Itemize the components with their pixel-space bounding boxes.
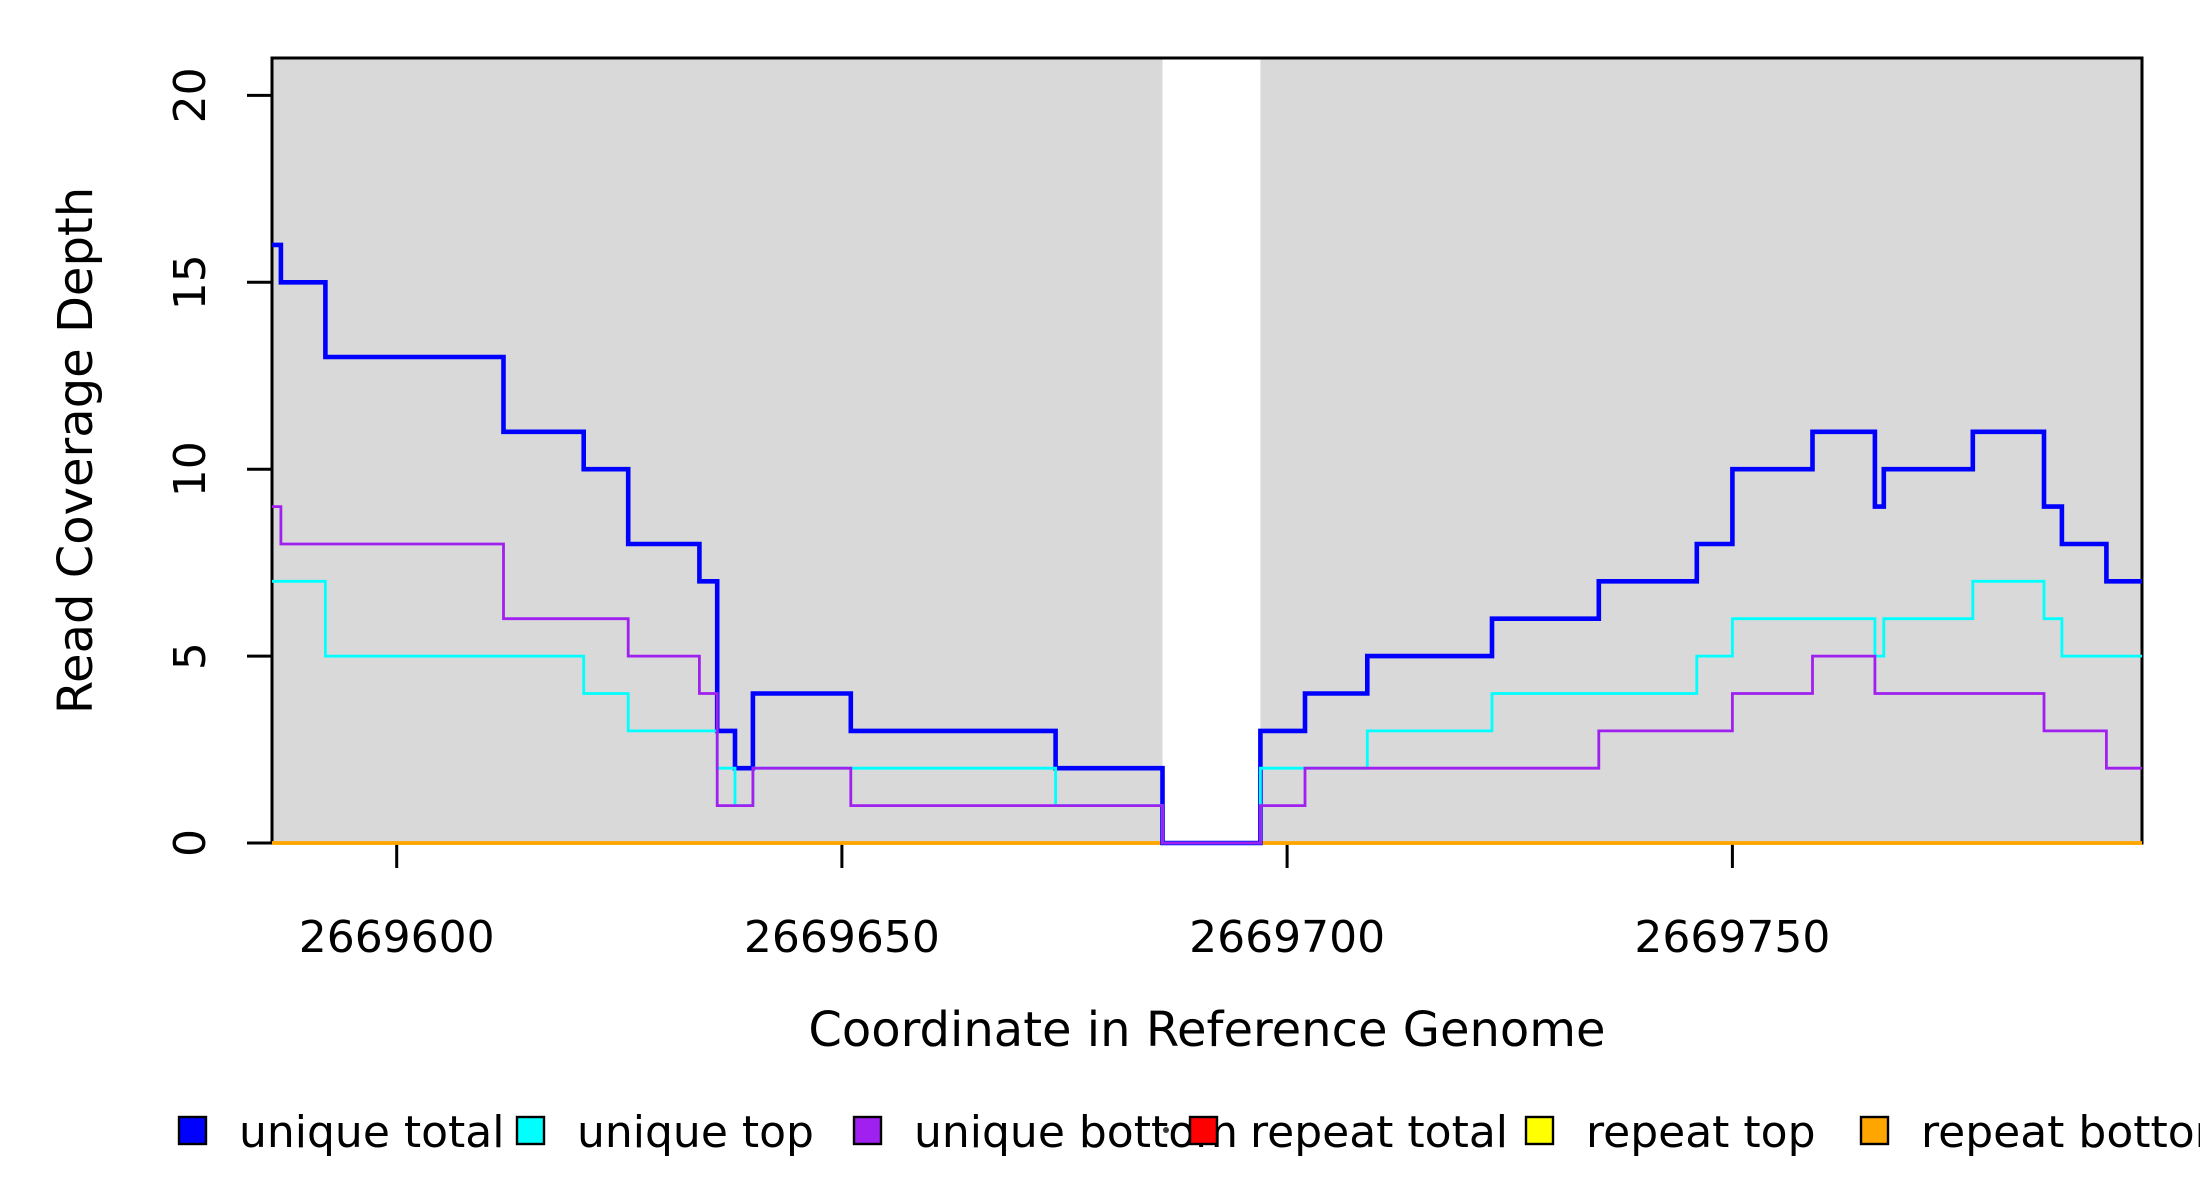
x-tick-label-1: 2669650 [744,912,940,963]
y-tick-label-1: 5 [165,642,216,670]
series-line-unique-bottom [272,505,2142,845]
series-line-unique-total [272,242,2142,846]
shaded-region-1 [1260,58,2142,843]
legend-item-repeat-total: repeat total [1188,1107,1508,1158]
legend-label-unique-top: unique top [577,1107,814,1158]
y-tick-label-0: 0 [165,829,216,857]
legend-swatch-repeat-bottom [1859,1115,1890,1146]
legend-label-unique-bottom: unique bottom [914,1107,1238,1158]
x-tick-label-0: 2669600 [299,912,495,963]
y-tick-label-3: 15 [165,254,216,310]
legend-swatch-repeat-total [1188,1115,1219,1146]
legend-item-unique-top: unique top [515,1107,814,1158]
legend-item-repeat-top: repeat top [1524,1107,1816,1158]
legend-item-repeat-bottom: repeat bottom [1859,1107,2200,1158]
legend-item-unique-total: unique total [177,1107,504,1158]
y-tick-label-4: 20 [165,67,216,123]
legend-label-repeat-top: repeat top [1586,1107,1816,1158]
legend-item-unique-bottom: unique bottom [852,1107,1238,1158]
legend-label-repeat-bottom: repeat bottom [1921,1107,2200,1158]
legend-swatch-unique-bottom [852,1115,883,1146]
x-tick-label-3: 2669750 [1634,912,1830,963]
legend-label-repeat-total: repeat total [1250,1107,1508,1158]
y-axis-title: Read Coverage Depth [48,187,104,714]
legend-swatch-repeat-top [1524,1115,1555,1146]
legend-swatch-unique-top [515,1115,546,1146]
legend-label-unique-total: unique total [239,1107,504,1158]
legend-swatch-unique-total [177,1115,208,1146]
stray-dot [1163,1127,1169,1133]
x-axis-title: Coordinate in Reference Genome [808,1002,1605,1058]
x-tick-label-2: 2669700 [1189,912,1385,963]
y-tick-label-2: 10 [165,441,216,497]
